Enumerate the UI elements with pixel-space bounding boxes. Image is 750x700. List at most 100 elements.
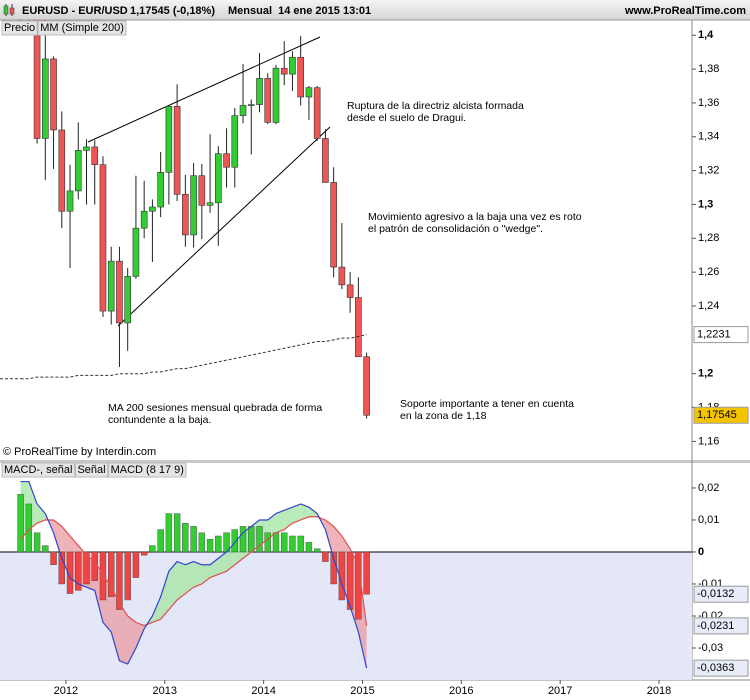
x-tick-label: 2018 bbox=[647, 685, 671, 697]
macd-fill bbox=[308, 507, 318, 517]
last-value-bg bbox=[693, 659, 749, 677]
candle-body bbox=[157, 172, 164, 208]
histogram-bar bbox=[83, 551, 90, 585]
last-value-label: -0,0231 bbox=[697, 620, 734, 632]
last-value-bg bbox=[693, 617, 749, 635]
y-tick-label: 1,16 bbox=[698, 435, 719, 447]
candle-body bbox=[58, 129, 66, 212]
last-value-box: -0,0132 bbox=[693, 585, 749, 603]
annotation: contundente a la baja. bbox=[108, 414, 211, 426]
histogram-bar bbox=[124, 551, 131, 601]
legend-bg bbox=[74, 462, 109, 478]
last-value-box: -0,0231 bbox=[693, 617, 749, 635]
candle-body bbox=[305, 87, 313, 98]
candle-body bbox=[91, 146, 99, 165]
annotation: MA 200 sesiones mensual quebrada de form… bbox=[108, 402, 322, 414]
symbol: EURUSD - EUR/USD bbox=[22, 5, 128, 17]
histogram-bar bbox=[75, 551, 82, 591]
y-tick-label: 1,36 bbox=[698, 97, 719, 109]
credit: © ProRealTime by Interdin.com bbox=[3, 446, 156, 458]
y-tick-label: 1,26 bbox=[698, 266, 719, 278]
last-value-bg bbox=[693, 326, 749, 344]
candle-body bbox=[182, 194, 189, 236]
histogram-bar bbox=[165, 513, 173, 553]
histogram-bar bbox=[108, 551, 115, 597]
candle-body bbox=[74, 150, 82, 192]
macd-fill bbox=[325, 519, 334, 559]
last-value-label: -0,0363 bbox=[697, 662, 734, 674]
histogram-bar bbox=[264, 532, 271, 553]
macd-fill bbox=[177, 561, 186, 600]
candle-body bbox=[215, 153, 222, 204]
macd-fill bbox=[160, 571, 169, 620]
candle-body bbox=[149, 206, 156, 212]
macd-fill bbox=[37, 503, 46, 524]
x-tick-label: 2014 bbox=[251, 685, 275, 697]
legend-bg bbox=[1, 20, 38, 36]
histogram-bar bbox=[281, 532, 288, 553]
candle-body bbox=[239, 105, 247, 116]
legend-entry: MM (Simple 200) bbox=[40, 22, 124, 34]
candle-body bbox=[33, 20, 41, 139]
last-value-bg bbox=[693, 585, 749, 603]
histogram-bar bbox=[305, 542, 313, 553]
candle-body bbox=[116, 260, 123, 324]
histogram-bar bbox=[116, 551, 123, 610]
macd-fill bbox=[218, 551, 227, 575]
histogram-bar bbox=[42, 545, 49, 553]
last-value-box: -0,0363 bbox=[693, 659, 749, 677]
last-value-bg bbox=[693, 406, 749, 424]
histogram-bar bbox=[58, 551, 65, 585]
candle-body bbox=[140, 210, 148, 229]
legend-entry: MACD-, señal bbox=[4, 464, 72, 476]
histogram-bar bbox=[50, 551, 57, 565]
macd-fill bbox=[193, 561, 202, 588]
histogram-bar bbox=[99, 551, 107, 601]
last-value-label: 1,2231 bbox=[697, 329, 731, 341]
y-tick-label: 1,32 bbox=[698, 165, 719, 177]
price-panel bbox=[0, 20, 370, 419]
last-value-box: 1,17545 bbox=[693, 406, 749, 424]
histogram-bar bbox=[322, 551, 329, 562]
candle-body bbox=[330, 182, 337, 268]
candle-body bbox=[313, 87, 321, 139]
candle-body bbox=[206, 202, 214, 206]
legend-entry: MACD (8 17 9) bbox=[111, 464, 184, 476]
macd-fill bbox=[127, 615, 136, 664]
histogram-bar bbox=[206, 538, 214, 553]
histogram-bar bbox=[231, 529, 238, 553]
y-tick-label: 0 bbox=[698, 546, 704, 558]
macd-fill bbox=[135, 622, 145, 648]
candle-body bbox=[190, 175, 197, 236]
histogram-bar bbox=[355, 551, 362, 620]
y-tick-label: 1,2 bbox=[698, 368, 713, 380]
candle-body bbox=[42, 58, 49, 139]
macd-fill bbox=[53, 519, 62, 559]
trend-line bbox=[117, 126, 331, 327]
histogram-bar bbox=[289, 535, 296, 553]
x-tick-label: 2017 bbox=[548, 685, 572, 697]
x-tick-label: 2016 bbox=[449, 685, 473, 697]
header-bar bbox=[0, 0, 750, 20]
macd-line bbox=[20, 480, 368, 669]
histogram-bar bbox=[272, 532, 280, 553]
histogram-bar bbox=[297, 535, 304, 553]
histogram-bar bbox=[190, 526, 197, 553]
histogram-bar bbox=[363, 551, 370, 595]
panel-separator bbox=[0, 460, 750, 463]
candle-body bbox=[247, 104, 255, 106]
x-tick-label: 2015 bbox=[350, 685, 374, 697]
histogram-bar bbox=[17, 494, 24, 553]
site: www.ProRealTime.com bbox=[624, 5, 746, 17]
symbol-icon bbox=[3, 4, 15, 16]
annotation: el patrón de consolidación o "wedge". bbox=[368, 223, 543, 235]
histogram-bar bbox=[149, 545, 156, 553]
histogram-bar bbox=[198, 532, 206, 553]
macd-fill bbox=[152, 596, 161, 623]
quote: 1,17545 (-0,18%) bbox=[130, 5, 215, 17]
annotation: Soporte importante a tener en cuenta bbox=[400, 398, 574, 410]
histogram-bar bbox=[66, 551, 74, 594]
candle-body bbox=[173, 106, 181, 195]
histogram-bar bbox=[256, 526, 263, 553]
